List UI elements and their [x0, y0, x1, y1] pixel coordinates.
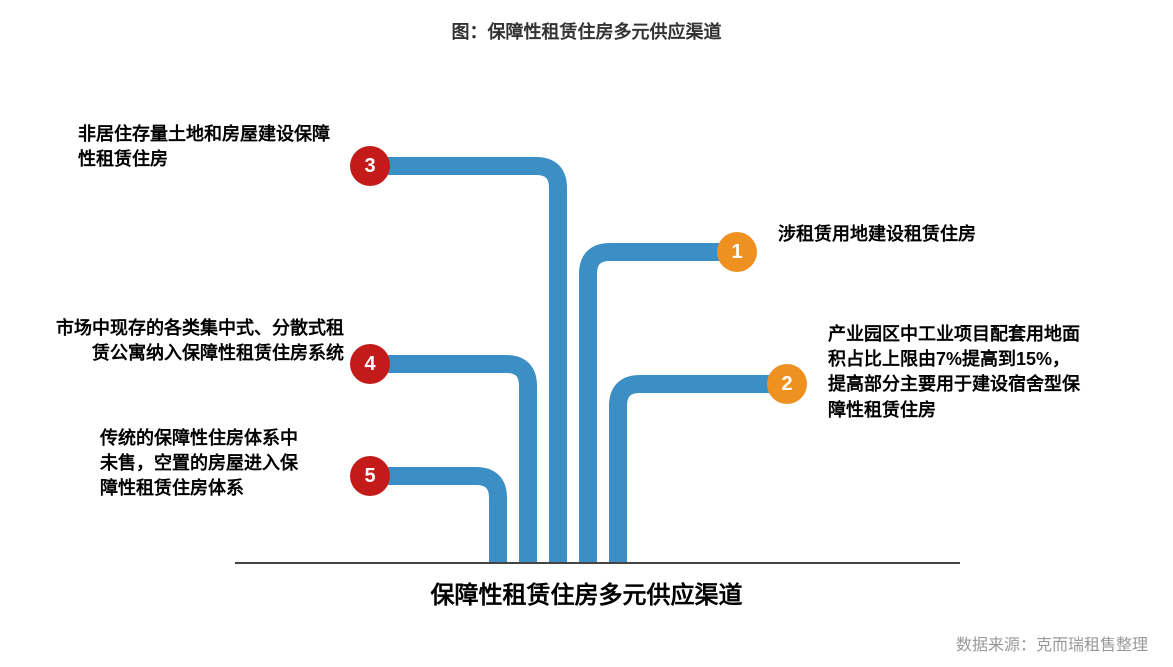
- node-5: 5: [350, 456, 390, 496]
- node-label-4: 市场中现存的各类集中式、分散式租赁公寓纳入保障性租赁住房系统: [54, 316, 344, 366]
- node-2: 2: [767, 364, 807, 404]
- node-3: 3: [350, 146, 390, 186]
- node-1: 1: [717, 232, 757, 272]
- node-label-2: 产业园区中工业项目配套用地面积占比上限由7%提高到15%，提高部分主要用于建设宿…: [828, 322, 1088, 423]
- data-source: 数据来源：克而瑞租售整理: [956, 631, 1148, 655]
- node-label-3: 非居住存量土地和房屋建设保障性租赁住房: [78, 122, 338, 172]
- node-label-5: 传统的保障性住房体系中未售，空置的房屋进入保障性租赁住房体系: [100, 426, 310, 502]
- node-4: 4: [350, 344, 390, 384]
- base-axis: [235, 562, 960, 564]
- flow-diagram: 3 非居住存量土地和房屋建设保障性租赁住房 1 涉租赁用地建设租赁住房 4市场中现存的各…: [0, 50, 1173, 610]
- node-label-1: 涉租赁用地建设租赁住房: [778, 222, 988, 247]
- chart-title: 图：保障性租赁住房多元供应渠道: [0, 18, 1173, 44]
